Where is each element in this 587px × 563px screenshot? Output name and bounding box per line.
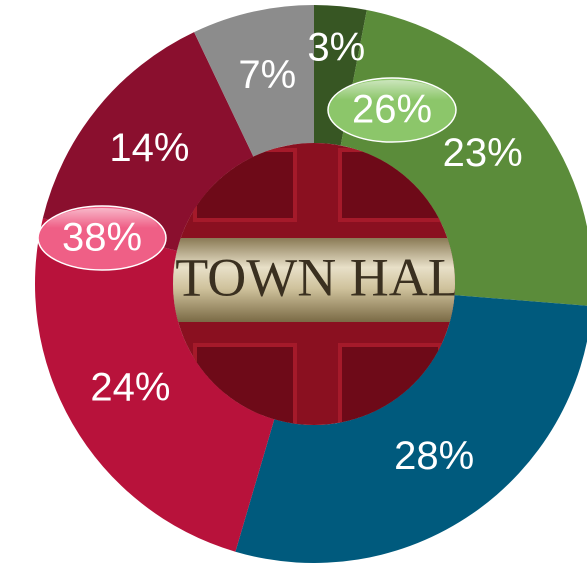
slice-label: 23% — [443, 131, 523, 175]
annotation-label: 38% — [62, 216, 142, 260]
annotation: 26% — [327, 77, 457, 143]
slice — [194, 5, 314, 157]
slice — [314, 5, 367, 146]
center-text: TOWN HAL — [175, 247, 460, 307]
slice — [235, 295, 587, 563]
slice-label: 3% — [307, 26, 365, 70]
slice-label: 28% — [394, 434, 474, 478]
annotation: 38% — [37, 205, 167, 271]
annotation-gloss — [46, 208, 158, 248]
slice — [42, 32, 254, 251]
slice-label: 24% — [90, 366, 170, 410]
slice-label: 14% — [109, 126, 189, 170]
slice — [34, 218, 275, 552]
annotation-label: 26% — [352, 88, 432, 132]
slice-label: 7% — [238, 53, 296, 97]
annotation-gloss — [336, 80, 448, 120]
